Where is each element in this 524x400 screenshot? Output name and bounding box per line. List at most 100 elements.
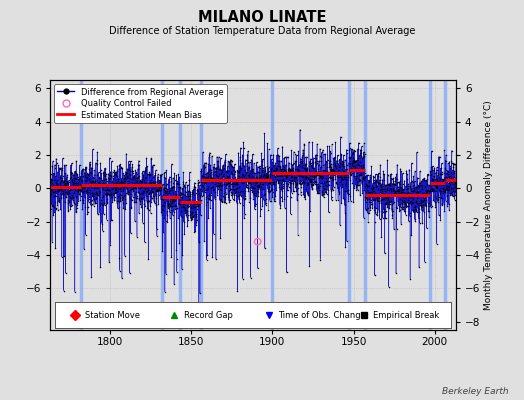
Point: [214, 182, 223, 188]
Point: [238, 171, 246, 177]
Point: [172, 205, 181, 211]
Point: [378, 192, 386, 199]
Point: [174, 200, 183, 207]
Point: [73, 173, 82, 180]
Point: [324, 209, 333, 216]
Point: [276, 163, 284, 169]
Point: [77, 177, 85, 183]
Point: [311, 158, 320, 165]
Point: [177, 213, 185, 219]
Point: [164, 201, 172, 207]
Point: [429, 163, 437, 169]
Point: [256, 186, 264, 192]
Point: [354, 187, 362, 193]
Point: [328, 197, 336, 203]
Point: [356, 177, 364, 184]
Point: [246, 159, 254, 165]
Point: [272, 166, 280, 172]
Point: [61, 170, 69, 177]
Point: [301, 175, 310, 181]
Point: [261, 202, 270, 208]
Point: [182, 208, 191, 214]
Point: [246, 194, 254, 201]
Point: [322, 178, 330, 184]
Point: [353, 170, 362, 176]
Point: [181, 210, 190, 216]
Point: [136, 179, 145, 186]
Point: [232, 188, 240, 194]
Point: [446, 192, 454, 198]
Point: [64, 200, 72, 206]
Point: [181, 189, 190, 196]
Point: [436, 171, 444, 177]
Point: [67, 168, 75, 175]
Point: [450, 170, 458, 176]
Point: [285, 172, 293, 178]
Point: [371, 208, 379, 215]
Point: [89, 179, 97, 186]
Point: [179, 181, 188, 187]
Point: [281, 168, 290, 174]
Point: [138, 190, 147, 196]
Point: [129, 183, 138, 189]
Point: [361, 151, 369, 157]
Point: [96, 160, 104, 166]
Point: [142, 166, 150, 173]
Point: [98, 183, 106, 189]
Point: [337, 174, 345, 180]
Point: [363, 193, 372, 199]
Point: [217, 171, 225, 177]
Point: [329, 168, 337, 174]
Point: [360, 154, 368, 161]
Point: [322, 168, 331, 175]
Point: [279, 178, 288, 184]
Point: [433, 178, 442, 184]
Point: [373, 212, 381, 218]
Point: [138, 182, 147, 189]
Point: [231, 161, 239, 167]
Point: [288, 172, 297, 179]
Point: [392, 191, 401, 198]
Point: [114, 176, 122, 182]
Point: [169, 194, 178, 200]
Point: [52, 160, 61, 166]
Point: [215, 197, 224, 203]
Point: [447, 185, 455, 192]
Point: [124, 174, 132, 180]
Point: [278, 143, 287, 150]
Point: [321, 182, 329, 188]
Point: [90, 167, 99, 174]
Point: [444, 183, 453, 190]
Point: [206, 192, 215, 198]
Point: [374, 186, 383, 192]
Point: [55, 165, 63, 171]
Point: [422, 190, 430, 196]
Point: [249, 190, 258, 196]
Point: [77, 173, 85, 179]
Point: [416, 180, 424, 186]
Point: [50, 193, 58, 199]
Point: [310, 164, 319, 171]
Point: [229, 186, 237, 192]
Point: [282, 170, 290, 176]
Point: [56, 166, 64, 172]
Point: [108, 194, 117, 200]
Point: [76, 175, 84, 181]
Point: [104, 183, 113, 190]
Point: [125, 178, 133, 184]
Point: [360, 175, 368, 182]
Point: [397, 188, 406, 195]
Point: [316, 153, 324, 159]
Point: [185, 187, 193, 194]
Point: [103, 186, 112, 193]
Point: [287, 147, 296, 154]
Point: [77, 188, 85, 195]
Point: [253, 183, 261, 190]
Point: [292, 170, 300, 176]
Point: [140, 178, 148, 185]
Point: [386, 180, 395, 187]
Point: [226, 160, 234, 167]
Point: [121, 178, 129, 184]
Point: [269, 179, 277, 186]
Point: [191, 190, 200, 196]
